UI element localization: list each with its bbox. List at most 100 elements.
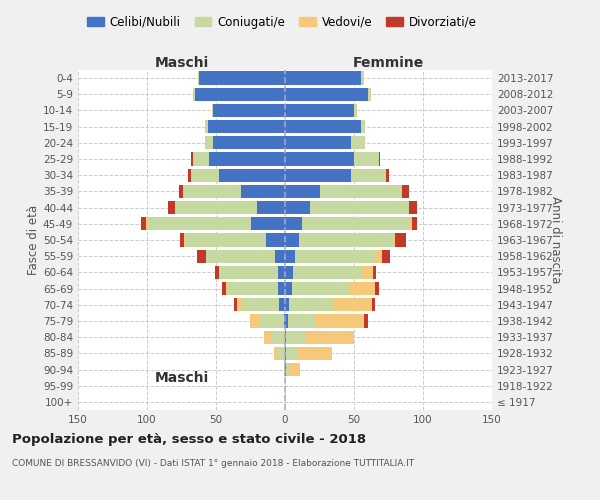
Bar	[285, 234, 299, 246]
Bar	[221, 282, 226, 295]
Bar	[259, 314, 284, 328]
Bar	[288, 314, 316, 328]
Bar	[175, 201, 257, 214]
Bar	[229, 282, 278, 295]
Bar	[274, 346, 277, 360]
Bar	[316, 314, 364, 328]
Bar	[292, 282, 350, 295]
Bar	[409, 201, 418, 214]
Bar	[285, 266, 293, 279]
Bar	[197, 250, 206, 263]
Bar	[277, 346, 285, 360]
Bar	[284, 363, 285, 376]
Bar	[198, 72, 199, 85]
Bar	[374, 250, 382, 263]
Bar	[285, 168, 351, 182]
Legend: Celibi/Nubili, Coniugati/e, Vedovi/e, Divorziati/e: Celibi/Nubili, Coniugati/e, Vedovi/e, Di…	[82, 11, 482, 34]
Bar	[286, 363, 289, 376]
Bar	[354, 152, 379, 166]
Bar	[373, 266, 376, 279]
Bar	[409, 217, 412, 230]
Bar	[271, 330, 285, 344]
Bar	[379, 152, 380, 166]
Bar	[285, 152, 354, 166]
Bar	[209, 152, 285, 166]
Bar	[237, 298, 241, 312]
Bar	[372, 298, 374, 312]
Bar	[286, 330, 306, 344]
Bar	[285, 396, 286, 408]
Bar	[191, 152, 193, 166]
Bar	[213, 104, 285, 117]
Bar	[361, 120, 365, 134]
Bar	[215, 266, 219, 279]
Bar	[284, 314, 285, 328]
Bar	[265, 330, 271, 344]
Bar	[285, 314, 288, 328]
Bar	[251, 314, 259, 328]
Bar	[168, 201, 175, 214]
Bar	[212, 104, 213, 117]
Text: Maschi: Maschi	[154, 372, 209, 386]
Bar	[179, 185, 183, 198]
Bar	[183, 185, 241, 198]
Bar	[364, 314, 368, 328]
Bar	[219, 266, 220, 279]
Bar	[205, 136, 213, 149]
Bar	[289, 363, 300, 376]
Bar	[298, 346, 332, 360]
Bar	[386, 168, 389, 182]
Bar	[351, 168, 386, 182]
Bar	[334, 298, 372, 312]
Bar	[374, 282, 379, 295]
Bar	[278, 266, 285, 279]
Bar	[188, 168, 191, 182]
Bar	[219, 168, 285, 182]
Bar	[199, 72, 285, 85]
Bar	[280, 298, 285, 312]
Bar	[234, 298, 236, 312]
Bar	[302, 217, 409, 230]
Bar	[251, 217, 285, 230]
Bar	[354, 104, 357, 117]
Bar	[257, 201, 285, 214]
Bar	[275, 250, 285, 263]
Text: Maschi: Maschi	[154, 56, 209, 70]
Bar	[226, 282, 229, 295]
Bar	[147, 217, 251, 230]
Bar	[205, 120, 208, 134]
Bar	[285, 298, 289, 312]
Bar	[285, 201, 310, 214]
Bar	[362, 266, 373, 279]
Bar	[184, 234, 185, 246]
Bar	[285, 250, 295, 263]
Bar	[403, 185, 409, 198]
Bar	[351, 136, 365, 149]
Bar	[285, 120, 361, 134]
Bar	[185, 234, 266, 246]
Bar	[180, 234, 184, 246]
Bar	[382, 250, 390, 263]
Bar	[285, 72, 361, 85]
Bar	[285, 346, 286, 360]
Bar	[299, 234, 392, 246]
Bar	[208, 120, 285, 134]
Bar	[241, 185, 285, 198]
Bar	[286, 346, 298, 360]
Bar	[289, 298, 334, 312]
Bar	[285, 282, 292, 295]
Bar	[193, 152, 209, 166]
Text: COMUNE DI BRESSANVIDO (VI) - Dati ISTAT 1° gennaio 2018 - Elaborazione TUTTITALI: COMUNE DI BRESSANVIDO (VI) - Dati ISTAT …	[12, 459, 414, 468]
Bar	[193, 88, 196, 101]
Bar	[350, 282, 374, 295]
Bar	[206, 250, 275, 263]
Bar	[191, 168, 219, 182]
Bar	[285, 330, 286, 344]
Bar	[412, 217, 418, 230]
Bar	[361, 72, 364, 85]
Bar	[285, 217, 302, 230]
Bar	[285, 88, 368, 101]
Y-axis label: Fasce di età: Fasce di età	[27, 205, 40, 275]
Bar	[395, 234, 406, 246]
Bar	[142, 217, 146, 230]
